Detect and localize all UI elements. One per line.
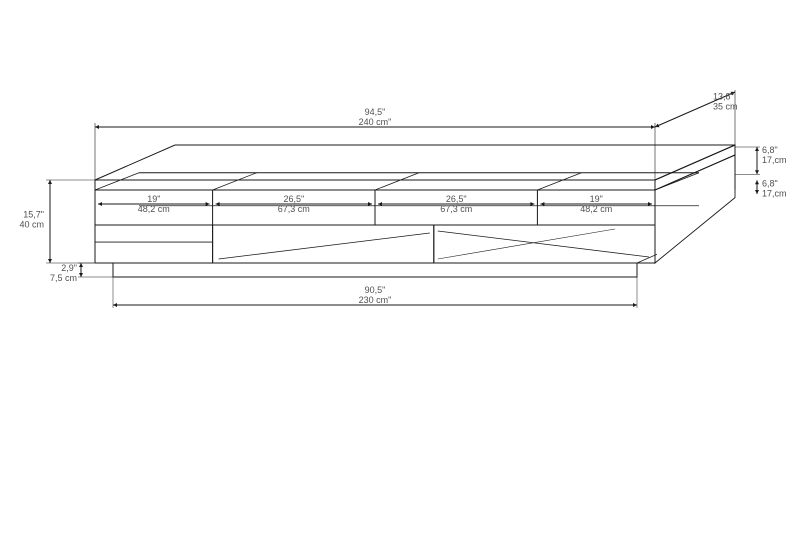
svg-text:48,2 cm: 48,2 cm: [138, 204, 170, 214]
svg-text:17,cm: 17,cm: [762, 155, 787, 165]
svg-text:6,8": 6,8": [762, 178, 778, 188]
svg-text:35 cm: 35 cm: [713, 102, 738, 112]
svg-text:17,cm: 17,cm: [762, 188, 787, 198]
svg-text:67,3 cm: 67,3 cm: [440, 204, 472, 214]
svg-text:230 cm": 230 cm": [359, 295, 392, 305]
svg-text:48,2 cm: 48,2 cm: [580, 204, 612, 214]
svg-text:26,5": 26,5": [446, 194, 467, 204]
svg-text:40 cm: 40 cm: [19, 220, 44, 230]
svg-text:2,9": 2,9": [61, 263, 77, 273]
svg-text:7,5 cm: 7,5 cm: [50, 273, 77, 283]
svg-text:240 cm": 240 cm": [359, 117, 392, 127]
svg-text:67,3 cm: 67,3 cm: [278, 204, 310, 214]
svg-text:19": 19": [590, 194, 603, 204]
svg-text:94,5": 94,5": [365, 107, 386, 117]
svg-text:13,8": 13,8": [713, 92, 734, 102]
svg-text:19": 19": [147, 194, 160, 204]
svg-text:90,5": 90,5": [365, 285, 386, 295]
svg-text:26,5": 26,5": [283, 194, 304, 204]
dimension-drawing: 94,5"240 cm" 13,8"35 cm 15,7"40 cm 2,9"7,5 …: [0, 0, 800, 533]
svg-text:6,8": 6,8": [762, 145, 778, 155]
svg-text:15,7": 15,7": [23, 210, 44, 220]
